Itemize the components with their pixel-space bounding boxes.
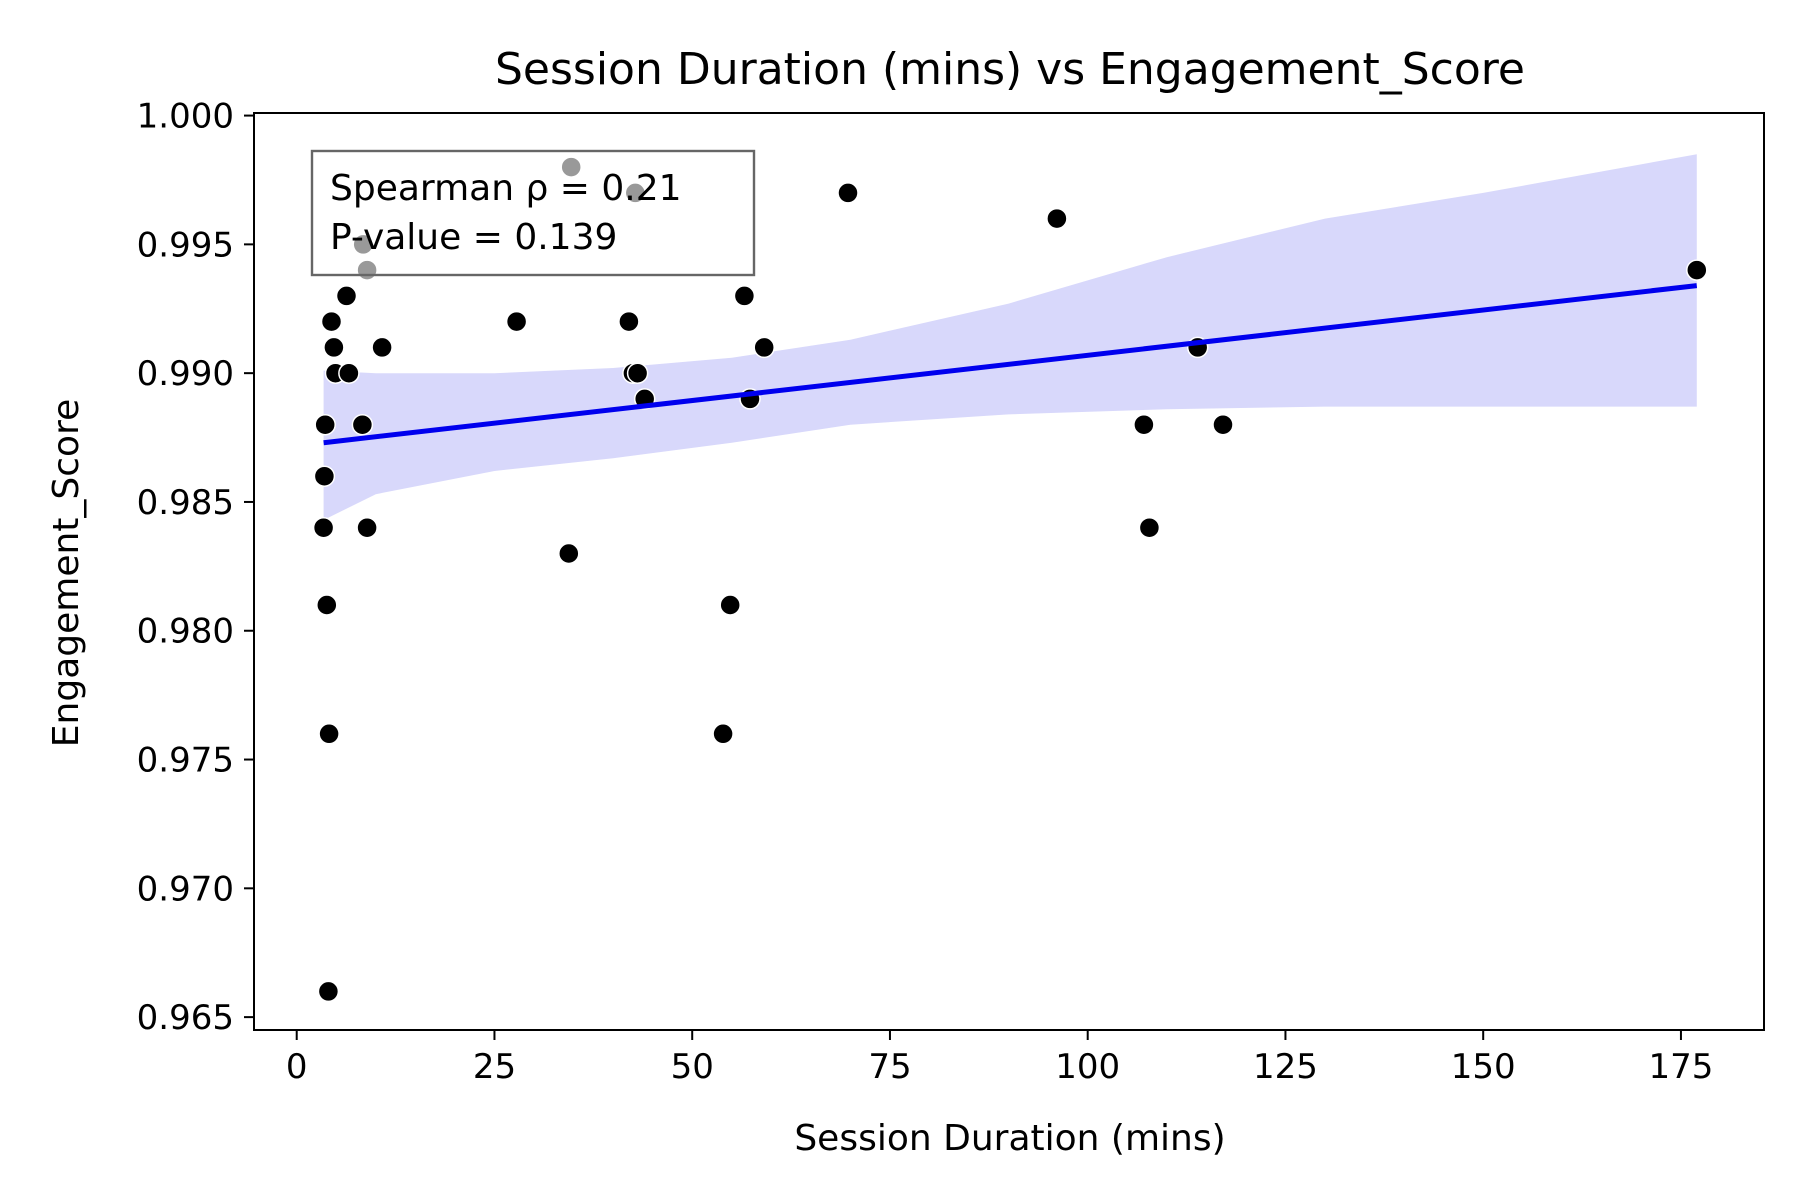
- data-point-11: [338, 362, 360, 384]
- y-tick-label-0.965: 0.965: [137, 998, 234, 1038]
- x-tick-label-175: 175: [1648, 1047, 1713, 1087]
- plot-area: [312, 154, 1708, 1003]
- y-tick-label-0.970: 0.970: [137, 869, 234, 909]
- y-tick-label-0.990: 0.990: [137, 354, 234, 394]
- y-tick-label-0.980: 0.980: [137, 612, 234, 652]
- x-tick-label-75: 75: [868, 1047, 911, 1087]
- data-point-13: [352, 233, 374, 256]
- data-point-26: [719, 594, 741, 616]
- y-tick-label-0.985: 0.985: [137, 483, 234, 523]
- regression-line: [323, 283, 1698, 446]
- data-point-12: [351, 413, 374, 436]
- data-point-10: [335, 285, 358, 307]
- data-point-29: [753, 336, 775, 359]
- data-point-15: [356, 259, 378, 281]
- x-tick-label-25: 25: [473, 1047, 516, 1087]
- data-point-4: [316, 594, 338, 616]
- data-point-18: [558, 542, 580, 565]
- data-point-7: [320, 310, 343, 333]
- data-point-5: [317, 980, 340, 1003]
- annotation-line-spearman: Spearman ρ = 0.21: [330, 168, 682, 209]
- x-tick-label-100: 100: [1055, 1047, 1120, 1087]
- data-point-2: [313, 465, 336, 487]
- data-point-35: [1212, 413, 1234, 436]
- data-point-20: [618, 310, 640, 333]
- x-tick-label-150: 150: [1451, 1047, 1516, 1087]
- data-point-33: [1138, 516, 1161, 539]
- y-axis-label: Engagement_Score: [46, 399, 87, 747]
- x-axis-label: Session Duration (mins): [794, 1118, 1225, 1159]
- data-point-16: [371, 336, 393, 359]
- data-point-17: [505, 310, 528, 333]
- confidence-band: [323, 154, 1697, 520]
- data-point-30: [837, 182, 859, 204]
- data-point-25: [712, 723, 734, 745]
- annotation-line-pvalue: P-value = 0.139: [330, 217, 617, 258]
- data-point-6: [318, 723, 340, 745]
- data-point-19: [560, 156, 582, 178]
- x-tick-label-0: 0: [286, 1047, 308, 1087]
- data-point-32: [1133, 413, 1155, 436]
- data-point-14: [356, 516, 378, 539]
- data-point-23: [626, 362, 649, 384]
- data-point-36: [1686, 259, 1708, 281]
- x-tick-label-125: 125: [1253, 1047, 1318, 1087]
- data-point-1: [312, 516, 335, 539]
- data-point-3: [314, 413, 336, 436]
- data-point-8: [323, 336, 345, 359]
- y-tick-label-1.000: 1.000: [137, 97, 234, 137]
- x-tick-label-50: 50: [671, 1047, 714, 1087]
- axes: 0 25 50 75 100 125 150 175 0.965 0.970 0.975 0.980 0…: [137, 97, 1765, 1087]
- annotation-frame: [310, 149, 756, 277]
- y-tick-label-0.995: 0.995: [137, 225, 234, 265]
- data-point-31: [1046, 207, 1068, 230]
- data-point-27: [733, 285, 756, 307]
- axes-frame: [253, 112, 1765, 1031]
- annotation-box: Spearman ρ = 0.21 P-value = 0.139: [310, 149, 756, 277]
- chart-title: Session Duration (mins) vs Engagement_Sc…: [495, 44, 1525, 95]
- data-point-22: [624, 182, 647, 204]
- y-tick-label-0.975: 0.975: [137, 741, 234, 781]
